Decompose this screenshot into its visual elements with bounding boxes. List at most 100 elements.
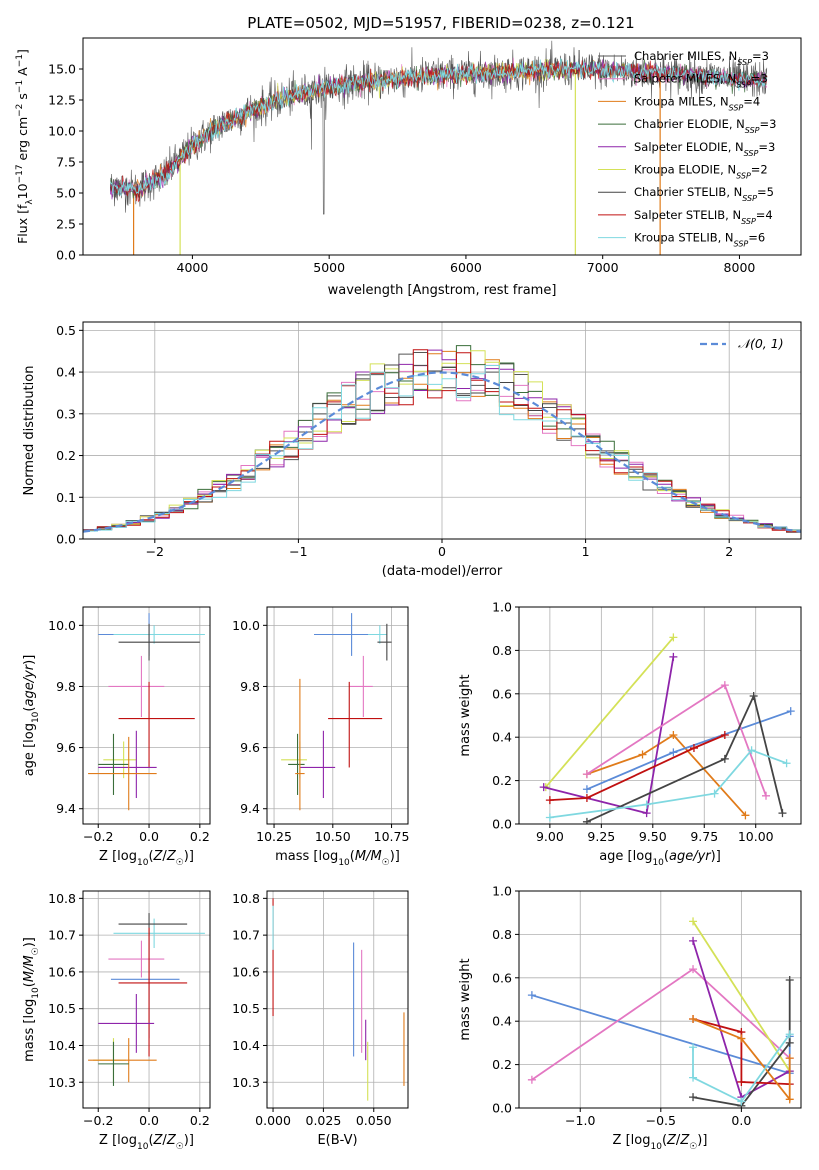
y-tick-label: 10.3 — [48, 1075, 76, 1090]
axes-frame — [266, 606, 409, 825]
weight-point-marker — [689, 1015, 698, 1024]
residual-legend: 𝒩(0, 1) — [700, 336, 784, 351]
x-tick-label: 0.2 — [190, 1113, 210, 1128]
x-tick-label: 9.50 — [639, 829, 667, 844]
x-tick-label: 2 — [725, 544, 733, 559]
weight-point-marker — [638, 750, 647, 759]
x-axis-label: mass [log10(M/M☉)] — [275, 849, 400, 868]
legend-label: Salpeter MILES, NSSP=3 — [634, 72, 768, 90]
weight-point-marker — [689, 1043, 698, 1052]
x-tick-label: −1 — [289, 544, 307, 559]
y-tick-label: 10.6 — [232, 964, 260, 979]
weight-point-marker — [737, 1034, 746, 1043]
y-tick-label: 15.0 — [48, 62, 76, 77]
x-axis-label: Z [log10(Z/Z☉)] — [99, 1133, 194, 1152]
x-axis-label: wavelength [Angstrom, rest frame] — [328, 283, 557, 298]
weight-point-marker — [689, 917, 698, 926]
weight-point-marker — [785, 1030, 794, 1039]
x-tick-label: 0.000 — [255, 1113, 291, 1128]
x-tick-label: −2 — [146, 544, 164, 559]
model-spectrum-line — [110, 58, 768, 196]
weight-point-marker — [720, 731, 729, 740]
weight-series-line — [692, 920, 791, 1072]
y-tick-label: 0.5 — [56, 323, 76, 338]
weight-point-marker — [762, 791, 771, 800]
x-axis-label: Z [log10(Z/Z☉)] — [99, 849, 194, 868]
weight-series-line — [692, 980, 791, 1107]
weight-vs-age-plot-area — [539, 633, 795, 824]
weight-series-line — [692, 1033, 791, 1103]
weight-series-line — [586, 683, 767, 797]
mass-vs-ebv-axes: 0.000 0.025 0.050 10.3 10.4 10.5 10.6 10.7 10.8 E… — [232, 890, 409, 1148]
x-tick-label: 0.050 — [356, 1113, 392, 1128]
x-axis-label: (data-model)/error — [382, 564, 503, 579]
y-tick-label: 1.0 — [492, 884, 512, 899]
y-tick-label: 0.4 — [56, 365, 76, 380]
y-tick-label: 5.0 — [56, 186, 76, 201]
legend-label: 𝒩(0, 1) — [738, 336, 784, 351]
y-axis-label: age [log10(age/yr)] — [22, 655, 41, 777]
weight-point-marker — [749, 691, 758, 700]
y-tick-label: 10.0 — [48, 124, 76, 139]
y-tick-label: 9.4 — [240, 801, 260, 816]
weight-point-marker — [689, 1073, 698, 1082]
weight-point-marker — [669, 652, 678, 661]
weight-vs-Z-axes: −1.0 −0.5 0.0 0.0 0.2 0.4 0.6 0.8 1.0 Z [log10(Z/… — [458, 884, 802, 1152]
x-tick-label: −0.2 — [83, 829, 113, 844]
y-tick-label: 10.8 — [48, 891, 76, 906]
weight-point-marker — [785, 1054, 794, 1063]
weight-point-marker — [582, 793, 591, 802]
x-tick-label: 5000 — [313, 260, 345, 275]
normal-reference-curve — [83, 371, 801, 533]
axes-frame — [82, 37, 802, 256]
y-tick-label: 0.0 — [492, 1101, 512, 1116]
weight-point-marker — [527, 991, 536, 1000]
y-tick-label: 0.6 — [492, 970, 512, 985]
weight-point-marker — [737, 1097, 746, 1106]
x-tick-label: −0.5 — [646, 1113, 676, 1128]
y-tick-label: 0.3 — [56, 406, 76, 421]
y-axis-label: mass weight — [458, 674, 473, 756]
x-tick-label: 10.00 — [738, 829, 774, 844]
weight-point-marker — [642, 800, 651, 809]
weight-series-line — [586, 693, 784, 823]
x-tick-label: 0.0 — [731, 1113, 751, 1128]
weight-point-marker — [545, 813, 554, 822]
y-tick-label: 0.6 — [492, 686, 512, 701]
spectrum-legend: Chabrier MILES, NSSP=3 Salpeter MILES, NS… — [598, 49, 776, 248]
y-tick-label: 10.5 — [48, 1001, 76, 1016]
weight-point-marker — [782, 759, 791, 768]
weight-point-marker — [582, 785, 591, 794]
weight-series-line — [692, 1018, 790, 1085]
axes-frame — [82, 890, 211, 1109]
residual-histogram-line — [83, 349, 801, 531]
weight-point-marker — [545, 796, 554, 805]
weight-point-marker — [669, 748, 678, 757]
y-tick-label: 10.4 — [48, 1038, 76, 1053]
y-tick-label: 10.0 — [48, 618, 76, 633]
axes-frame — [266, 890, 409, 1109]
y-tick-label: 10.4 — [232, 1038, 260, 1053]
residual-histogram-line — [83, 365, 801, 532]
y-axis-label: mass weight — [458, 958, 473, 1040]
weight-point-marker — [689, 744, 698, 753]
y-tick-label: 10.7 — [48, 928, 76, 943]
weight-point-marker — [785, 975, 794, 984]
x-tick-label: 0.025 — [306, 1113, 342, 1128]
age-vs-Z-plot-area — [88, 613, 205, 811]
weight-point-marker — [720, 754, 729, 763]
weight-point-marker — [778, 809, 787, 818]
x-tick-label: 0.0 — [139, 1113, 159, 1128]
weight-vs-Z-plot-area — [527, 917, 794, 1108]
y-tick-label: 0.0 — [56, 532, 76, 547]
weight-point-marker — [689, 965, 698, 974]
x-tick-label: 9.75 — [690, 829, 718, 844]
weight-series-line — [543, 656, 675, 815]
x-tick-label: 10.25 — [256, 829, 292, 844]
residuals-plot-area — [83, 345, 801, 533]
weight-point-marker — [582, 770, 591, 779]
weight-point-marker — [747, 746, 756, 755]
y-tick-label: 0.0 — [56, 248, 76, 263]
x-tick-label: 7000 — [587, 260, 619, 275]
y-tick-label: 2.5 — [56, 217, 76, 232]
